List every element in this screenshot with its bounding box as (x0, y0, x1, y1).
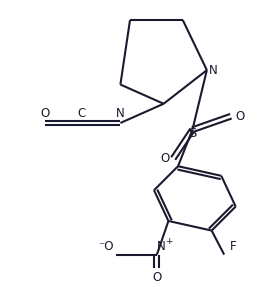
Text: C: C (78, 107, 86, 120)
Text: O: O (160, 152, 169, 165)
Text: S: S (188, 127, 197, 140)
Text: O: O (41, 107, 50, 120)
Text: ⁻O: ⁻O (98, 240, 114, 253)
Text: N: N (209, 64, 218, 77)
Text: N: N (116, 107, 125, 120)
Text: O: O (235, 110, 244, 123)
Text: +: + (165, 237, 172, 246)
Text: O: O (152, 271, 161, 283)
Text: F: F (230, 240, 236, 253)
Text: N: N (157, 240, 166, 253)
